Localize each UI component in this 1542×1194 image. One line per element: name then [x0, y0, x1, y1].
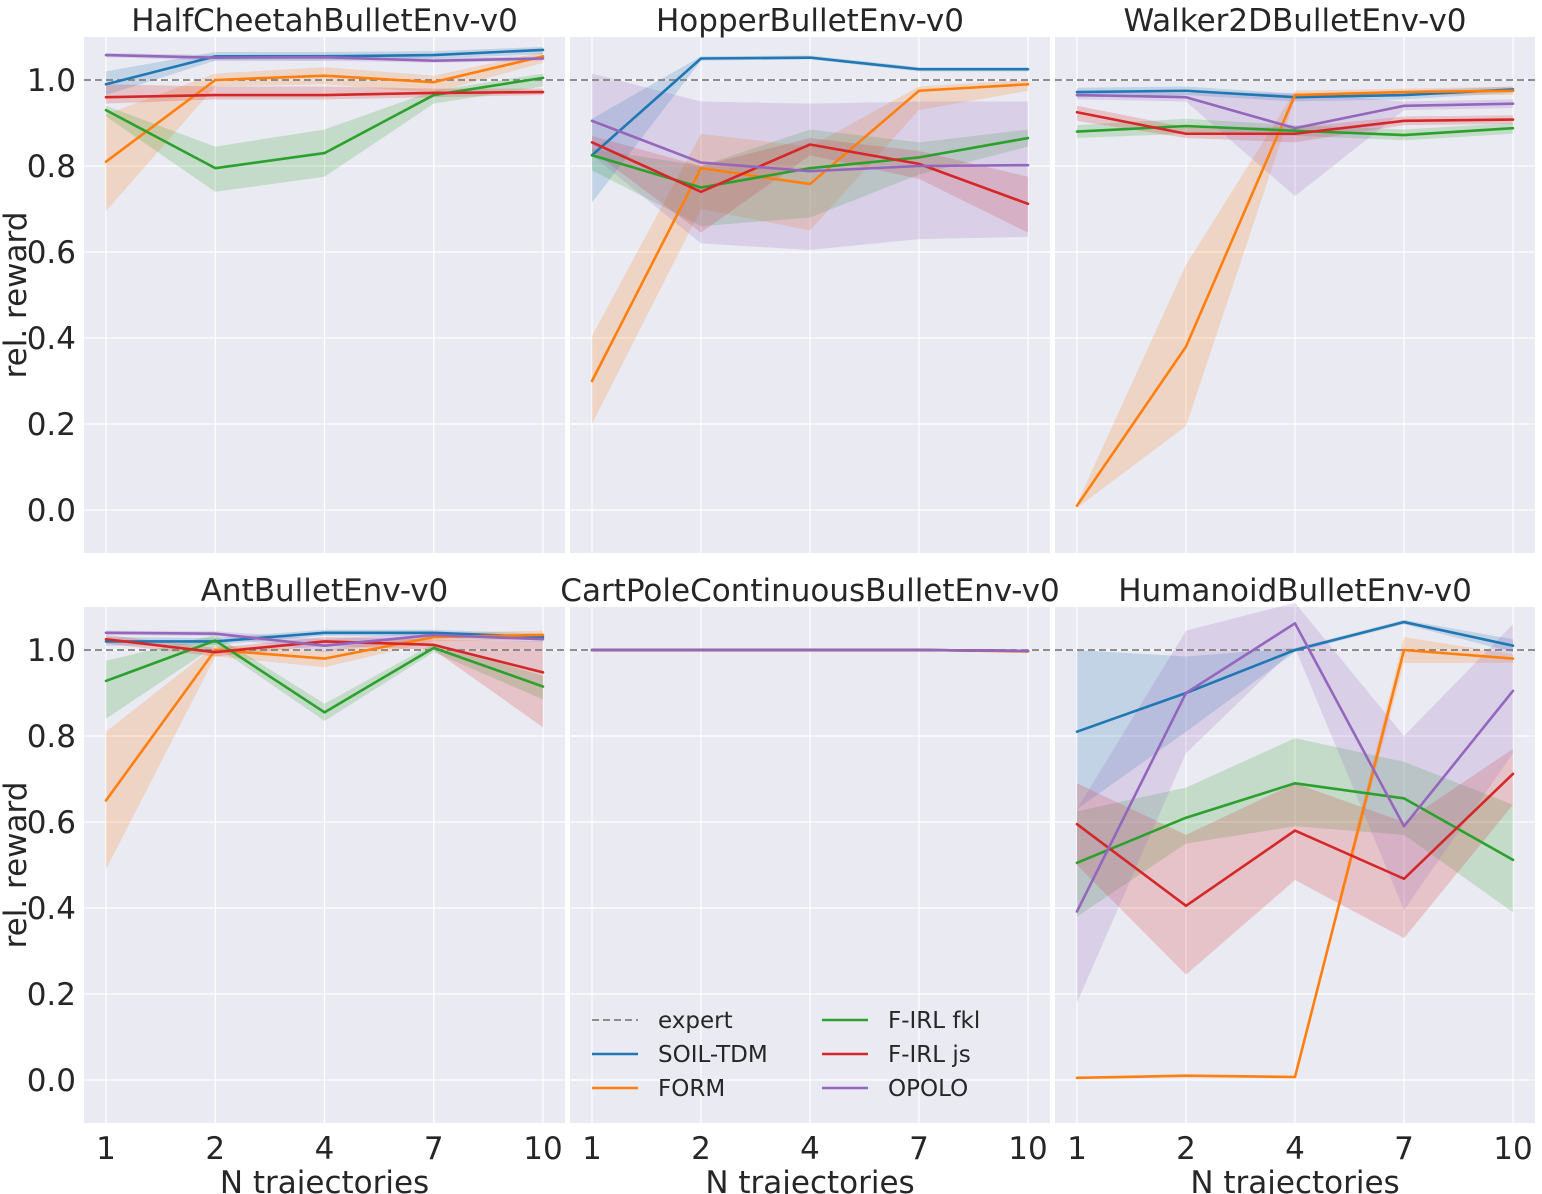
y-tick-label: 0.0 — [27, 1063, 76, 1099]
line-soil-tdm — [1075, 620, 1515, 734]
legend-entry-soil-tdm: SOIL-TDM — [592, 1042, 768, 1068]
line-f-irl-fkl — [104, 639, 545, 714]
line-f-irl-fkl — [590, 136, 1030, 189]
y-tick-label: 1.0 — [27, 63, 76, 99]
line-opolo — [590, 119, 1030, 173]
line-opolo — [1075, 622, 1515, 913]
band-form — [1077, 86, 1513, 508]
line-f-irl-fkl — [1075, 781, 1515, 865]
line-f-irl-js — [1075, 110, 1515, 136]
line-form — [590, 83, 1030, 383]
x-tick-label: 2 — [1176, 1131, 1196, 1167]
legend-label: F-IRL js — [888, 1042, 971, 1068]
panel-title: AntBulletEnv-v0 — [201, 573, 449, 609]
band-f-irl-fkl — [1077, 738, 1513, 917]
x-axis-label: N trajectories — [220, 1165, 429, 1194]
legend-entry-f-irl-js: F-IRL js — [822, 1042, 971, 1068]
band-form — [592, 80, 1028, 424]
legend-label: SOIL-TDM — [658, 1042, 768, 1068]
x-tick-label: 4 — [1285, 1131, 1305, 1167]
y-tick-label: 0.4 — [27, 321, 76, 357]
x-tick-label: 4 — [315, 1131, 335, 1167]
line-f-irl-js — [104, 90, 545, 99]
band-opolo — [1077, 602, 1513, 1003]
band-f-irl-fkl — [106, 73, 543, 192]
panel-title: HalfCheetahBulletEnv-v0 — [131, 3, 518, 39]
line-f-irl-js — [590, 141, 1030, 206]
legend: expert SOIL-TDM FORM F-IRL fkl F-IRL js OPOLO — [592, 1008, 980, 1102]
x-tick-label: 4 — [800, 1131, 820, 1167]
y-tick-label: 0.8 — [27, 719, 76, 755]
line-f-irl-fkl — [104, 76, 545, 170]
x-tick-label: 10 — [523, 1131, 562, 1167]
line-form — [104, 55, 545, 163]
y-tick-label: 0.0 — [27, 493, 76, 529]
y-tick-label: 0.6 — [27, 235, 76, 271]
legend-label: FORM — [658, 1076, 725, 1102]
band-f-irl-fkl — [106, 634, 543, 721]
y-tick-label: 0.8 — [27, 149, 76, 185]
legend-entry-expert: expert — [592, 1008, 733, 1034]
y-tick-label: 0.2 — [27, 977, 76, 1013]
panel-walker2dbulletenv-v0: Walker2DBulletEnv-v0 — [1055, 3, 1535, 553]
band-soil-tdm — [1077, 619, 1513, 810]
x-tick-label: 10 — [1008, 1131, 1047, 1167]
band-opolo — [1077, 90, 1513, 197]
legend-label: F-IRL fkl — [888, 1008, 980, 1034]
y-axis-label: rel. reward — [0, 212, 34, 379]
x-tick-label: 1 — [96, 1131, 116, 1167]
line-soil-tdm — [104, 631, 545, 643]
panel-title: HumanoidBulletEnv-v0 — [1118, 573, 1472, 609]
line-opolo — [104, 631, 545, 648]
y-tick-label: 0.2 — [27, 407, 76, 443]
x-tick-label: 7 — [424, 1131, 444, 1167]
band-f-irl-fkl — [592, 129, 1028, 227]
x-tick-label: 7 — [1394, 1131, 1414, 1167]
legend-label: OPOLO — [888, 1076, 968, 1102]
panel-title: HopperBulletEnv-v0 — [656, 3, 964, 39]
panel-hopperbulletenv-v0: HopperBulletEnv-v0 — [570, 3, 1050, 553]
panel-antbulletenv-v0: AntBulletEnv-v0 0.0 0.2 0.4 0.6 0.8 1.0 rel. re… — [0, 573, 565, 1194]
x-tick-label: 7 — [909, 1131, 929, 1167]
line-soil-tdm — [590, 56, 1030, 157]
panel-humanoidbulletenv-v0: HumanoidBulletEnv-v0 1 2 4 7 10 N trajectories — [1055, 573, 1535, 1194]
x-tick-label: 1 — [582, 1131, 602, 1167]
y-tick-label: 0.6 — [27, 805, 76, 841]
line-opolo — [590, 648, 1030, 653]
line-form — [1075, 648, 1515, 1080]
legend-entry-form: FORM — [592, 1076, 725, 1102]
x-tick-label: 2 — [205, 1131, 225, 1167]
band-f-irl-js — [1077, 748, 1513, 975]
panel-title: Walker2DBulletEnv-v0 — [1123, 3, 1466, 39]
legend-entry-opolo: OPOLO — [822, 1076, 968, 1102]
legend-label: expert — [658, 1008, 733, 1034]
line-f-irl-js — [1075, 772, 1515, 908]
x-axis-label: N trajectories — [1190, 1165, 1399, 1194]
legend-entry-f-irl-fkl: F-IRL fkl — [822, 1008, 980, 1034]
x-tick-label: 10 — [1493, 1131, 1532, 1167]
x-tick-label: 2 — [691, 1131, 711, 1167]
y-tick-label: 0.4 — [27, 891, 76, 927]
line-form — [1075, 89, 1515, 508]
band-f-irl-js — [592, 135, 1028, 233]
line-opolo — [1075, 93, 1515, 130]
y-tick-label: 1.0 — [27, 633, 76, 669]
line-f-irl-js — [104, 637, 545, 674]
line-opolo — [104, 53, 545, 62]
band-opolo — [592, 73, 1028, 250]
x-tick-label: 1 — [1067, 1131, 1087, 1167]
panel-title: CartPoleContinuousBulletEnv-v0 — [560, 573, 1059, 609]
y-axis-label: rel. reward — [0, 782, 34, 949]
x-axis-label: N trajectories — [705, 1165, 914, 1194]
panel-halfcheetahbulletenv-v0: HalfCheetahBulletEnv-v0 0.0 0.2 0.4 0.6 0.8 1.… — [0, 3, 565, 553]
panel-cartpolecontinuousbulletenv-v0: CartPoleContinuousBulletEnv-v0 1 2 4 7 10 N tr… — [560, 573, 1059, 1194]
